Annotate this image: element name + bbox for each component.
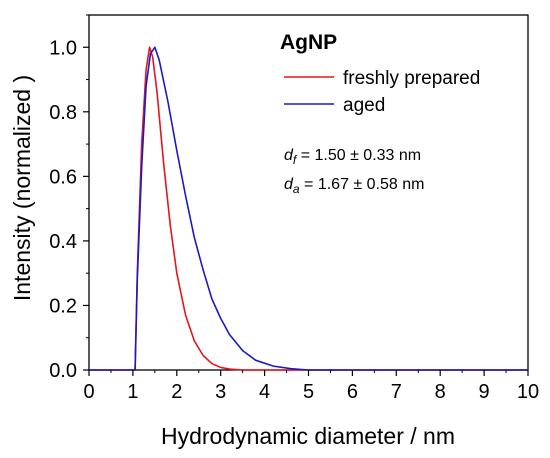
y-tick-label: 0.0 bbox=[49, 360, 77, 382]
annotation-d-aged-value: = 1.67 ± 0.58 nm bbox=[300, 176, 425, 193]
annotation-d-aged-sub: a bbox=[293, 182, 300, 196]
x-tick-label: 6 bbox=[347, 381, 358, 403]
series-line-freshly-prepared bbox=[89, 46, 528, 371]
y-axis-label: Intensity (normalized ) bbox=[9, 75, 35, 301]
legend-label-aged: aged bbox=[343, 95, 385, 116]
y-tick-label: 0.6 bbox=[49, 166, 77, 188]
legend-title: AgNP bbox=[280, 31, 337, 54]
x-tick-label: 2 bbox=[171, 381, 182, 403]
annotation-d-fresh-value: = 1.50 ± 0.33 nm bbox=[296, 147, 421, 164]
x-tick-label: 1 bbox=[127, 381, 138, 403]
x-tick-label: 10 bbox=[517, 381, 539, 403]
x-tick-label: 5 bbox=[303, 381, 314, 403]
annotation-d-fresh-sub: f bbox=[293, 153, 298, 167]
x-tick-label: 3 bbox=[215, 381, 226, 403]
annotation-d-fresh-var: d bbox=[284, 147, 294, 164]
x-tick-label: 7 bbox=[391, 381, 402, 403]
y-tick-label: 0.8 bbox=[49, 102, 77, 124]
legend-label-freshly-prepared: freshly prepared bbox=[343, 68, 480, 89]
x-axis-label: Hydrodynamic diameter / nm bbox=[161, 423, 455, 449]
series-layer bbox=[89, 46, 528, 371]
y-tick-label: 1.0 bbox=[49, 37, 77, 59]
annotation-d-aged-var: d bbox=[284, 176, 294, 193]
annotation-d-aged: da = 1.67 ± 0.58 nm bbox=[284, 176, 424, 196]
x-tick-label: 4 bbox=[259, 381, 270, 403]
x-tick-label: 9 bbox=[479, 381, 490, 403]
y-tick-label: 0.4 bbox=[49, 231, 77, 253]
x-tick-label: 8 bbox=[435, 381, 446, 403]
annotation-d-fresh: df = 1.50 ± 0.33 nm bbox=[284, 147, 421, 167]
y-tick-label: 0.2 bbox=[49, 295, 77, 317]
series-line-aged bbox=[89, 46, 528, 371]
x-tick-label: 0 bbox=[83, 381, 94, 403]
ticks-layer: 0 1 2 3 4 5 6 7 8 9 10 0.0 0.2 0.4 0.6 0.8 1.0 bbox=[49, 14, 539, 403]
